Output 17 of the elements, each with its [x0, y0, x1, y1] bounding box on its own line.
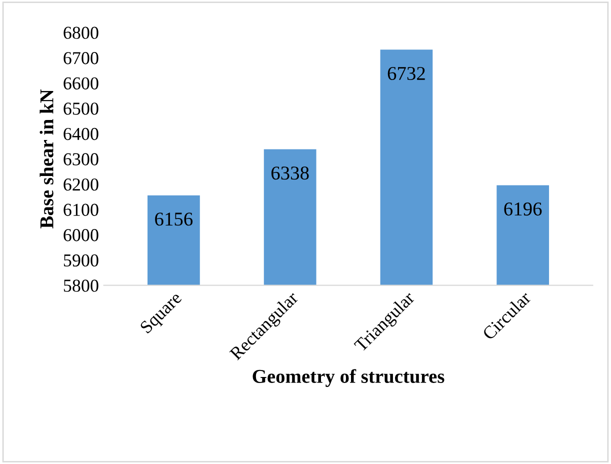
y-tick-label: 6600 [64, 77, 98, 90]
y-axis-title: Base shear in kN [40, 89, 54, 228]
y-tick-label: 6000 [64, 229, 98, 242]
y-tick-label: 6500 [64, 102, 98, 115]
y-tick-label: 6700 [64, 52, 98, 64]
x-axis-title: Geometry of structures [252, 369, 444, 387]
data-label: 6156 [155, 212, 193, 226]
y-tick-label: 6800 [64, 26, 98, 39]
data-label: 6338 [271, 166, 309, 180]
data-label: 6196 [504, 202, 542, 216]
y-tick-label: 6100 [64, 204, 98, 216]
y-tick-label: 6200 [64, 178, 98, 191]
y-tick-label: 5900 [64, 254, 98, 267]
y-tick-label: 5800 [64, 280, 98, 292]
data-label: 6732 [388, 66, 425, 80]
y-tick-label: 6300 [64, 153, 98, 166]
y-tick-label: 6400 [64, 128, 98, 140]
